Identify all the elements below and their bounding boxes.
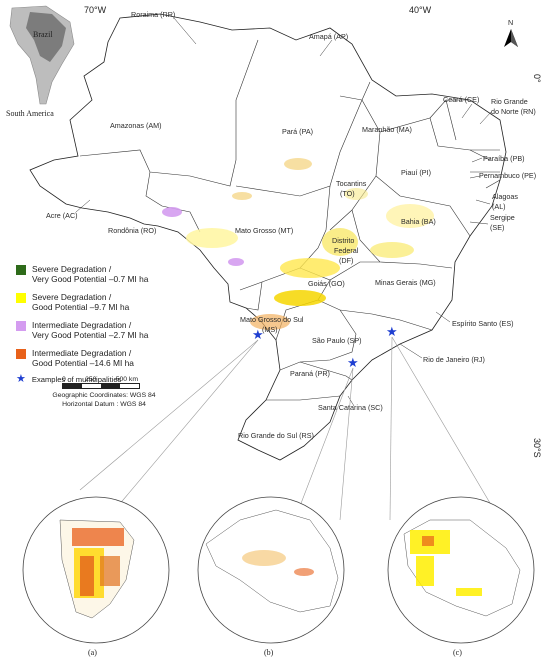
state-label-df-3: (DF) bbox=[339, 256, 353, 265]
state-label-se-2: (SE) bbox=[490, 223, 504, 232]
municipality-marker-c: ★ bbox=[386, 324, 398, 339]
legend-item-intermediate-good: Intermediate Degradation / Good Potentia… bbox=[16, 348, 216, 368]
legend-item-severe-good: Severe Degradation / Good Potential –9.7… bbox=[16, 292, 216, 312]
legend-label: Intermediate Degradation / bbox=[32, 348, 132, 358]
legend-swatch bbox=[16, 293, 26, 303]
state-label-sp: São Paulo (SP) bbox=[312, 336, 362, 345]
state-label-se-1: Sergipe bbox=[490, 213, 515, 222]
municipality-markers: ★ ★ ★ bbox=[252, 324, 398, 370]
state-label-rs: Rio Grande do Sul (RS) bbox=[238, 431, 314, 440]
inset-b: (b) bbox=[197, 496, 345, 657]
state-label-to-1: Tocantins bbox=[336, 179, 367, 188]
legend-label: Severe Degradation / bbox=[32, 264, 112, 274]
inset-a: (a) bbox=[22, 496, 170, 657]
degradation-patches bbox=[162, 158, 434, 330]
state-label-df-1: Distrito bbox=[332, 236, 354, 245]
state-label-sc: Santa Catarina (SC) bbox=[318, 403, 383, 412]
state-label-rn-1: Rio Grande bbox=[491, 97, 528, 106]
state-label-ro: Rondônia (RO) bbox=[108, 226, 156, 235]
locator-country-label: Brazil bbox=[33, 30, 53, 39]
inset-c: (c) bbox=[387, 496, 535, 657]
legend-item-intermediate-very-good: Intermediate Degradation / Very Good Pot… bbox=[16, 320, 216, 340]
state-label-to-2: (TO) bbox=[340, 189, 355, 198]
datum-label: Horizontal Datum : WGS 84 bbox=[62, 400, 146, 408]
state-label-rj: Rio de Janeiro (RJ) bbox=[423, 355, 485, 364]
state-label-mt: Mato Grosso (MT) bbox=[235, 226, 293, 235]
scale-tick: 0 bbox=[62, 376, 66, 383]
state-label-ba: Bahia (BA) bbox=[401, 217, 436, 226]
latitude-label-30s: 30°S bbox=[532, 438, 542, 458]
legend-label: Intermediate Degradation / bbox=[32, 320, 132, 330]
scale-tick: 250 bbox=[85, 376, 97, 383]
scale-graphic bbox=[62, 383, 140, 389]
state-label-df-2: Federal bbox=[334, 246, 359, 255]
legend-swatch bbox=[16, 349, 26, 359]
municipality-marker-a: ★ bbox=[252, 327, 264, 342]
star-icon: ★ bbox=[16, 373, 26, 385]
state-labels: Roraima (RR) Amapá (AP) Amazonas (AM) Pa… bbox=[46, 10, 536, 440]
longitude-label-40w: 40°W bbox=[409, 5, 432, 15]
state-label-am: Amazonas (AM) bbox=[110, 121, 162, 130]
legend-label: Good Potential –9.7 MI ha bbox=[32, 302, 130, 312]
state-label-pi: Piauí (PI) bbox=[401, 168, 431, 177]
state-label-ms-1: Mato Grosso do Sul bbox=[240, 315, 304, 324]
state-label-al-1: Alagoas bbox=[492, 192, 518, 201]
scale-bar: 0 250 500 km Geographic Coordinates: WGS… bbox=[44, 376, 184, 409]
inset-label-b: (b) bbox=[264, 648, 274, 657]
state-label-es: Espírito Santo (ES) bbox=[452, 319, 514, 328]
svg-text:N: N bbox=[508, 18, 513, 27]
state-label-go: Goiás (GO) bbox=[308, 279, 345, 288]
legend-label: Very Good Potential –0.7 MI ha bbox=[32, 274, 149, 284]
state-label-pb: Paraíba (PB) bbox=[483, 154, 525, 163]
legend-label: Very Good Potential –2.7 MI ha bbox=[32, 330, 149, 340]
state-label-mg: Minas Gerais (MG) bbox=[375, 278, 436, 287]
inset-connector-lines bbox=[79, 336, 501, 521]
locator-continent-label: South America bbox=[6, 109, 54, 118]
legend-item-municipalities: ★ Examples of municipalities bbox=[16, 373, 216, 385]
brazil-outline bbox=[29, 13, 507, 461]
locator-map: Brazil South America bbox=[6, 5, 75, 118]
latitude-label-0: 0° bbox=[532, 74, 542, 83]
legend-label: Severe Degradation / bbox=[32, 292, 112, 302]
state-label-ce: Ceará (CE) bbox=[443, 95, 479, 104]
state-borders bbox=[79, 39, 501, 401]
state-label-rn-2: do Norte (RN) bbox=[491, 107, 536, 116]
legend-swatch bbox=[16, 321, 26, 331]
coordinate-system-label: Geographic Coordinates: WGS 84 bbox=[52, 392, 156, 399]
legend: Severe Degradation / Very Good Potential… bbox=[16, 264, 216, 385]
state-label-pr: Paraná (PR) bbox=[290, 369, 330, 378]
inset-label-a: (a) bbox=[88, 648, 97, 657]
inset-label-c: (c) bbox=[453, 648, 462, 657]
scale-tick: 500 km bbox=[115, 376, 138, 383]
state-label-pe: Pernambuco (PE) bbox=[479, 171, 536, 180]
state-label-ms-2: (MS) bbox=[262, 325, 278, 334]
state-label-rr: Roraima (RR) bbox=[131, 10, 175, 19]
state-label-al-2: (AL) bbox=[492, 202, 506, 211]
label-leader-lines bbox=[75, 17, 492, 407]
municipality-marker-b: ★ bbox=[347, 355, 359, 370]
legend-swatch bbox=[16, 265, 26, 275]
state-label-pa: Pará (PA) bbox=[282, 127, 313, 136]
legend-item-severe-very-good: Severe Degradation / Very Good Potential… bbox=[16, 264, 216, 284]
state-label-ac: Acre (AC) bbox=[46, 211, 78, 220]
state-label-ap: Amapá (AP) bbox=[309, 32, 348, 41]
legend-label: Good Potential –14.6 MI ha bbox=[32, 358, 134, 368]
state-label-ma: Maranhão (MA) bbox=[362, 125, 412, 134]
north-arrow-icon: N bbox=[504, 18, 518, 47]
legend-label: Examples of municipalities bbox=[31, 374, 122, 384]
longitude-label-70w: 70°W bbox=[84, 5, 107, 15]
